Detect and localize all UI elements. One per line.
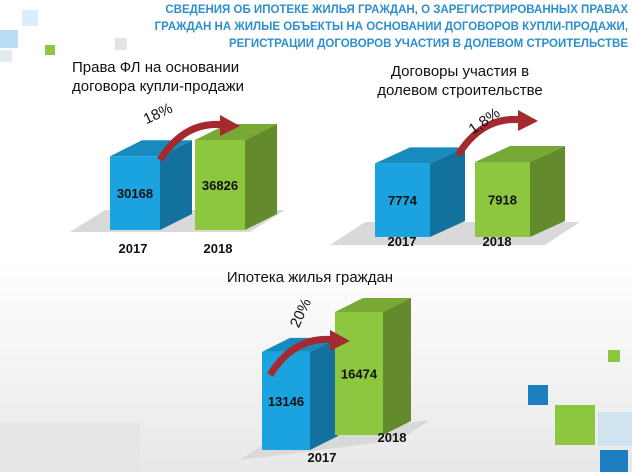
category-label: 2017 bbox=[119, 241, 148, 256]
chart-title: Ипотека жилья граждан bbox=[226, 269, 394, 286]
trend-arrow bbox=[267, 335, 336, 377]
annotation: 20% bbox=[287, 296, 315, 330]
value-label: 36826 bbox=[202, 178, 238, 193]
bar bbox=[195, 140, 245, 230]
bar-top bbox=[475, 146, 565, 162]
category-label: 2018 bbox=[378, 430, 407, 445]
value-label: 16474 bbox=[341, 367, 378, 382]
bar bbox=[375, 163, 430, 237]
trend-arrow bbox=[455, 115, 524, 157]
chart-title: Договоры участия в долевом строительстве bbox=[377, 63, 543, 99]
chart-title: Права ФЛ на основании договора купли-про… bbox=[72, 59, 245, 95]
annotation: 1,8% bbox=[466, 105, 504, 139]
bar-side bbox=[245, 124, 277, 230]
value-label: 30168 bbox=[117, 186, 153, 201]
value-label: 7918 bbox=[488, 193, 517, 208]
bar bbox=[335, 312, 383, 435]
category-label: 2018 bbox=[204, 241, 233, 256]
bar-side bbox=[310, 337, 338, 450]
bar bbox=[475, 162, 530, 237]
bar-side bbox=[530, 146, 565, 237]
trend-arrowhead bbox=[330, 330, 350, 351]
value-label: 7774 bbox=[388, 193, 418, 208]
bar bbox=[110, 156, 160, 230]
category-label: 2017 bbox=[388, 234, 417, 249]
bar-side bbox=[383, 298, 411, 435]
bar-top bbox=[195, 124, 277, 140]
category-label: 2018 bbox=[483, 234, 512, 249]
header-title: СВЕДЕНИЯ ОБ ИПОТЕКЕ ЖИЛЬЯ ГРАЖДАН, О ЗАР… bbox=[154, 4, 628, 50]
bar bbox=[262, 351, 310, 450]
value-label: 13146 bbox=[268, 394, 304, 409]
trend-arrow bbox=[157, 120, 226, 162]
bar-side bbox=[160, 140, 192, 230]
category-label: 2017 bbox=[308, 450, 337, 465]
bar-side bbox=[430, 147, 465, 237]
bar-top bbox=[375, 147, 465, 164]
annotation: 18% bbox=[141, 100, 175, 128]
trend-arrowhead bbox=[220, 115, 240, 136]
trend-arrowhead bbox=[518, 110, 538, 131]
bar-top bbox=[335, 298, 411, 312]
